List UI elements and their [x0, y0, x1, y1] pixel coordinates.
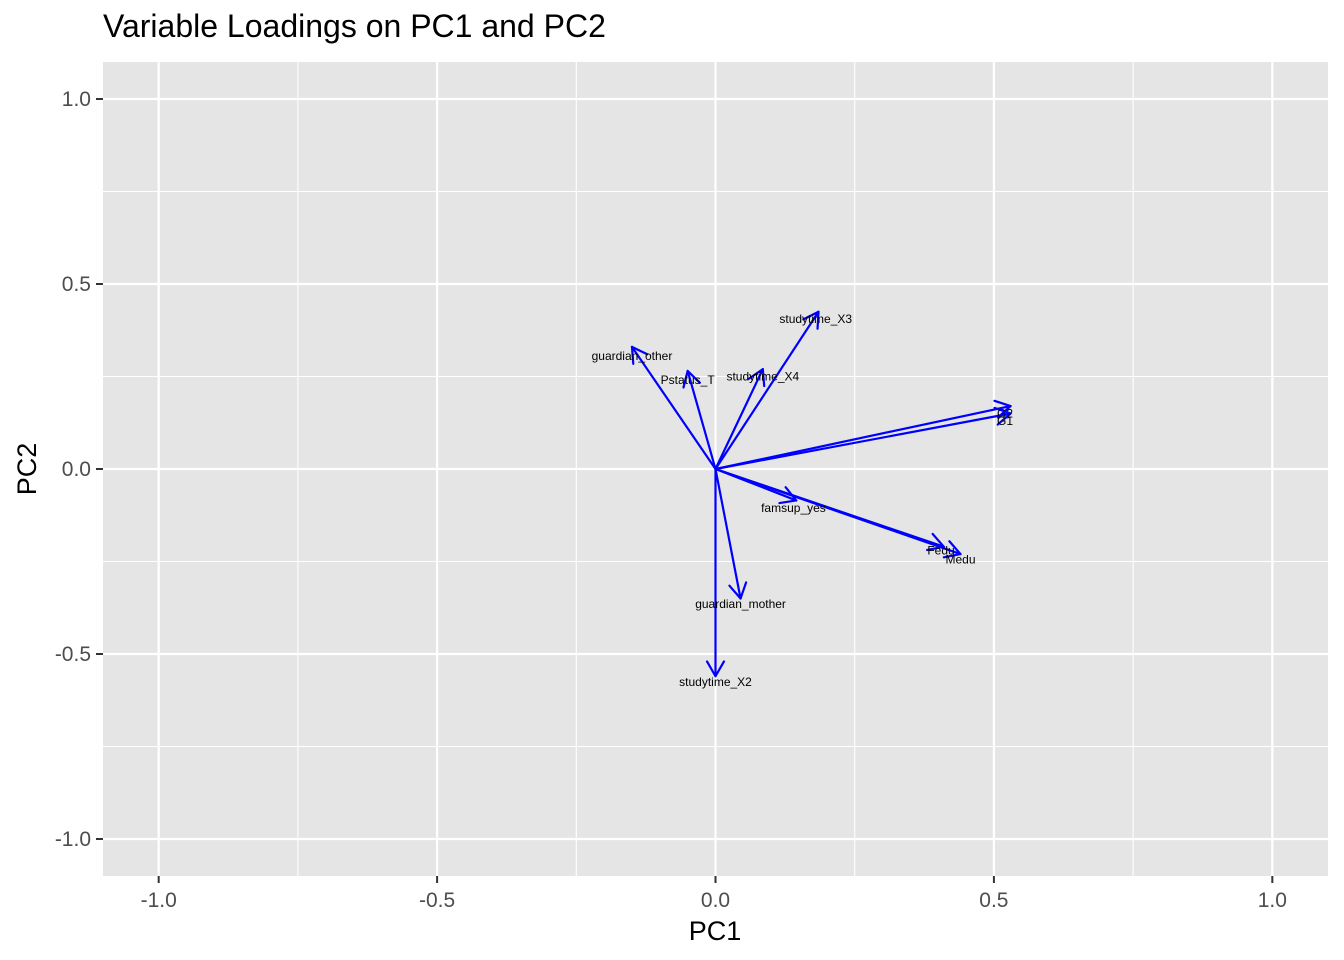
- vector-studytime-x4: [714, 368, 764, 471]
- y-tick-label: 1.0: [62, 88, 91, 111]
- label-pstatus-t: Pstatus_T: [661, 373, 716, 387]
- arrowhead-studytime-x4: [747, 368, 766, 388]
- vector-pstatus-t: [686, 369, 717, 471]
- arrowhead-studytime-x3: [802, 310, 820, 330]
- label-studytime-x2: studytime_X2: [679, 675, 752, 689]
- axis-ticks: -1.0 -0.5 0.0 0.5 1.0 1.0 0.5 0.0 -0.5 -1.0: [55, 88, 1287, 912]
- label-g2: G2: [997, 407, 1013, 421]
- label-famsup-yes: famsup_yes: [761, 501, 826, 515]
- arrowhead-g1: [993, 406, 1012, 426]
- x-tick-label: 0.0: [701, 889, 730, 912]
- arrowhead-guardian-other: [630, 345, 649, 365]
- arrowhead-fedu: [926, 532, 945, 552]
- arrowhead-medu: [942, 540, 962, 559]
- label-fedu: Fedu: [927, 543, 954, 557]
- x-axis-title: PC1: [689, 916, 742, 946]
- vector-guardian-other: [630, 345, 717, 471]
- loading-vectors: [630, 310, 1012, 678]
- arrowhead-g2: [993, 399, 1012, 419]
- y-tick-label: 0.5: [62, 273, 91, 296]
- label-studytime-x3: studytime_X3: [779, 312, 852, 326]
- vector-studytime-x3: [714, 310, 820, 471]
- y-axis-title: PC2: [12, 443, 42, 496]
- vector-g2: [714, 405, 1012, 471]
- y-tick-label: 0.0: [62, 458, 91, 481]
- arrowhead-studytime-x2: [705, 660, 726, 678]
- arrowhead-guardian-mother: [728, 581, 748, 600]
- label-g1: G1: [997, 414, 1013, 428]
- x-tick-label: -1.0: [141, 889, 177, 912]
- chart-title: Variable Loadings on PC1 and PC2: [103, 8, 606, 44]
- x-tick-label: 0.5: [979, 889, 1008, 912]
- y-tick-label: -0.5: [55, 643, 91, 666]
- label-guardian-mother: guardian_mother: [695, 597, 786, 611]
- arrowhead-famsup-yes: [778, 486, 798, 505]
- vector-famsup-yes: [714, 467, 798, 502]
- label-studytime-x4: studytime_X4: [726, 370, 799, 384]
- x-tick-label: 1.0: [1258, 889, 1287, 912]
- x-tick-label: -0.5: [419, 889, 455, 912]
- label-guardian-other: guardian_other: [592, 349, 673, 363]
- vector-g1: [714, 412, 1012, 471]
- label-medu: Medu: [945, 553, 975, 567]
- vector-medu: [714, 467, 962, 556]
- vector-guardian-mother: [714, 467, 742, 600]
- arrowhead-pstatus-t: [682, 369, 701, 389]
- y-tick-label: -1.0: [55, 828, 91, 851]
